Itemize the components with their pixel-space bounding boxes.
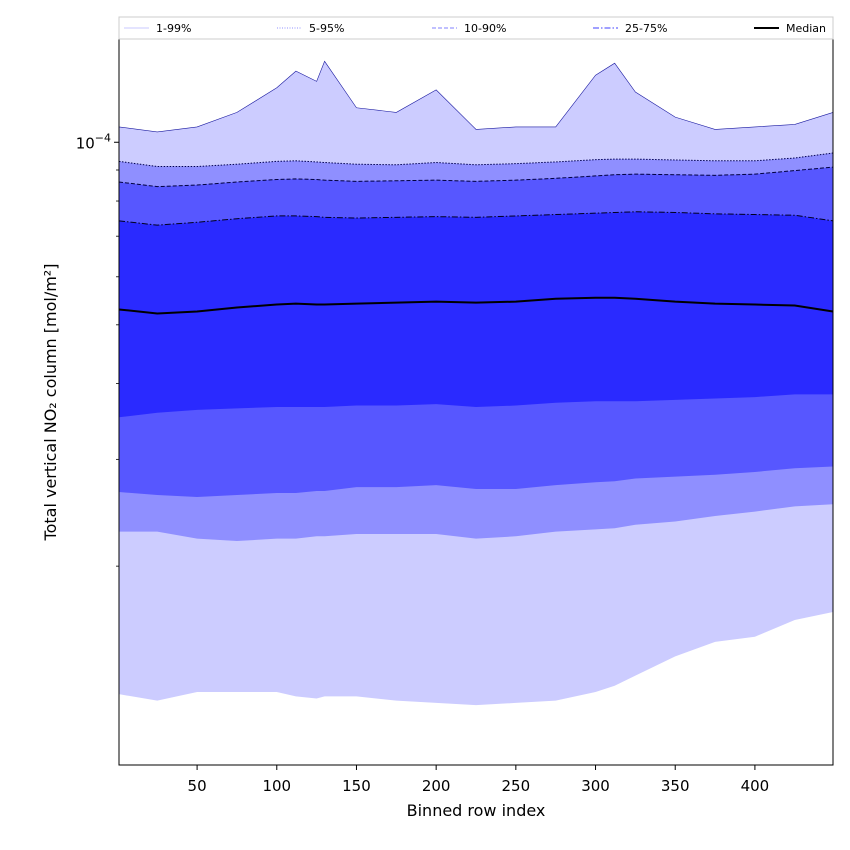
legend-label: 1-99% (156, 22, 191, 35)
legend-box (118, 16, 834, 40)
band-5-95-upper-line (118, 152, 834, 168)
legend: 1-99% 5-95% 10-90% 25-75% Median (118, 16, 834, 40)
x-tick-label: 50 (188, 777, 207, 795)
legend-label: Median (786, 22, 826, 35)
band-25-75-upper-line (118, 211, 834, 226)
band-25-75-area (119, 211, 833, 418)
x-tick-label: 350 (661, 777, 690, 795)
median-layer (118, 296, 834, 315)
x-tick-label: 200 (422, 777, 451, 795)
legend-label: 25-75% (625, 22, 667, 35)
band-1-99-upper-line (118, 60, 834, 133)
legend-label: 5-95% (309, 22, 344, 35)
y-axis-label: Total vertical NO₂ column [mol/m²] (41, 264, 60, 542)
median-line (118, 296, 834, 315)
x-tick-label: 150 (342, 777, 371, 795)
legend-label: 10-90% (464, 22, 506, 35)
band-10-90-upper-line (118, 166, 834, 188)
x-axis-label: Binned row index (407, 801, 546, 820)
x-tick-label: 250 (502, 777, 531, 795)
x-tick-label: 100 (262, 777, 291, 795)
y-tick-label: 10−4 (76, 131, 111, 152)
data-bands (118, 60, 834, 706)
x-tick-label: 400 (741, 777, 770, 795)
x-tick-label: 300 (581, 777, 610, 795)
